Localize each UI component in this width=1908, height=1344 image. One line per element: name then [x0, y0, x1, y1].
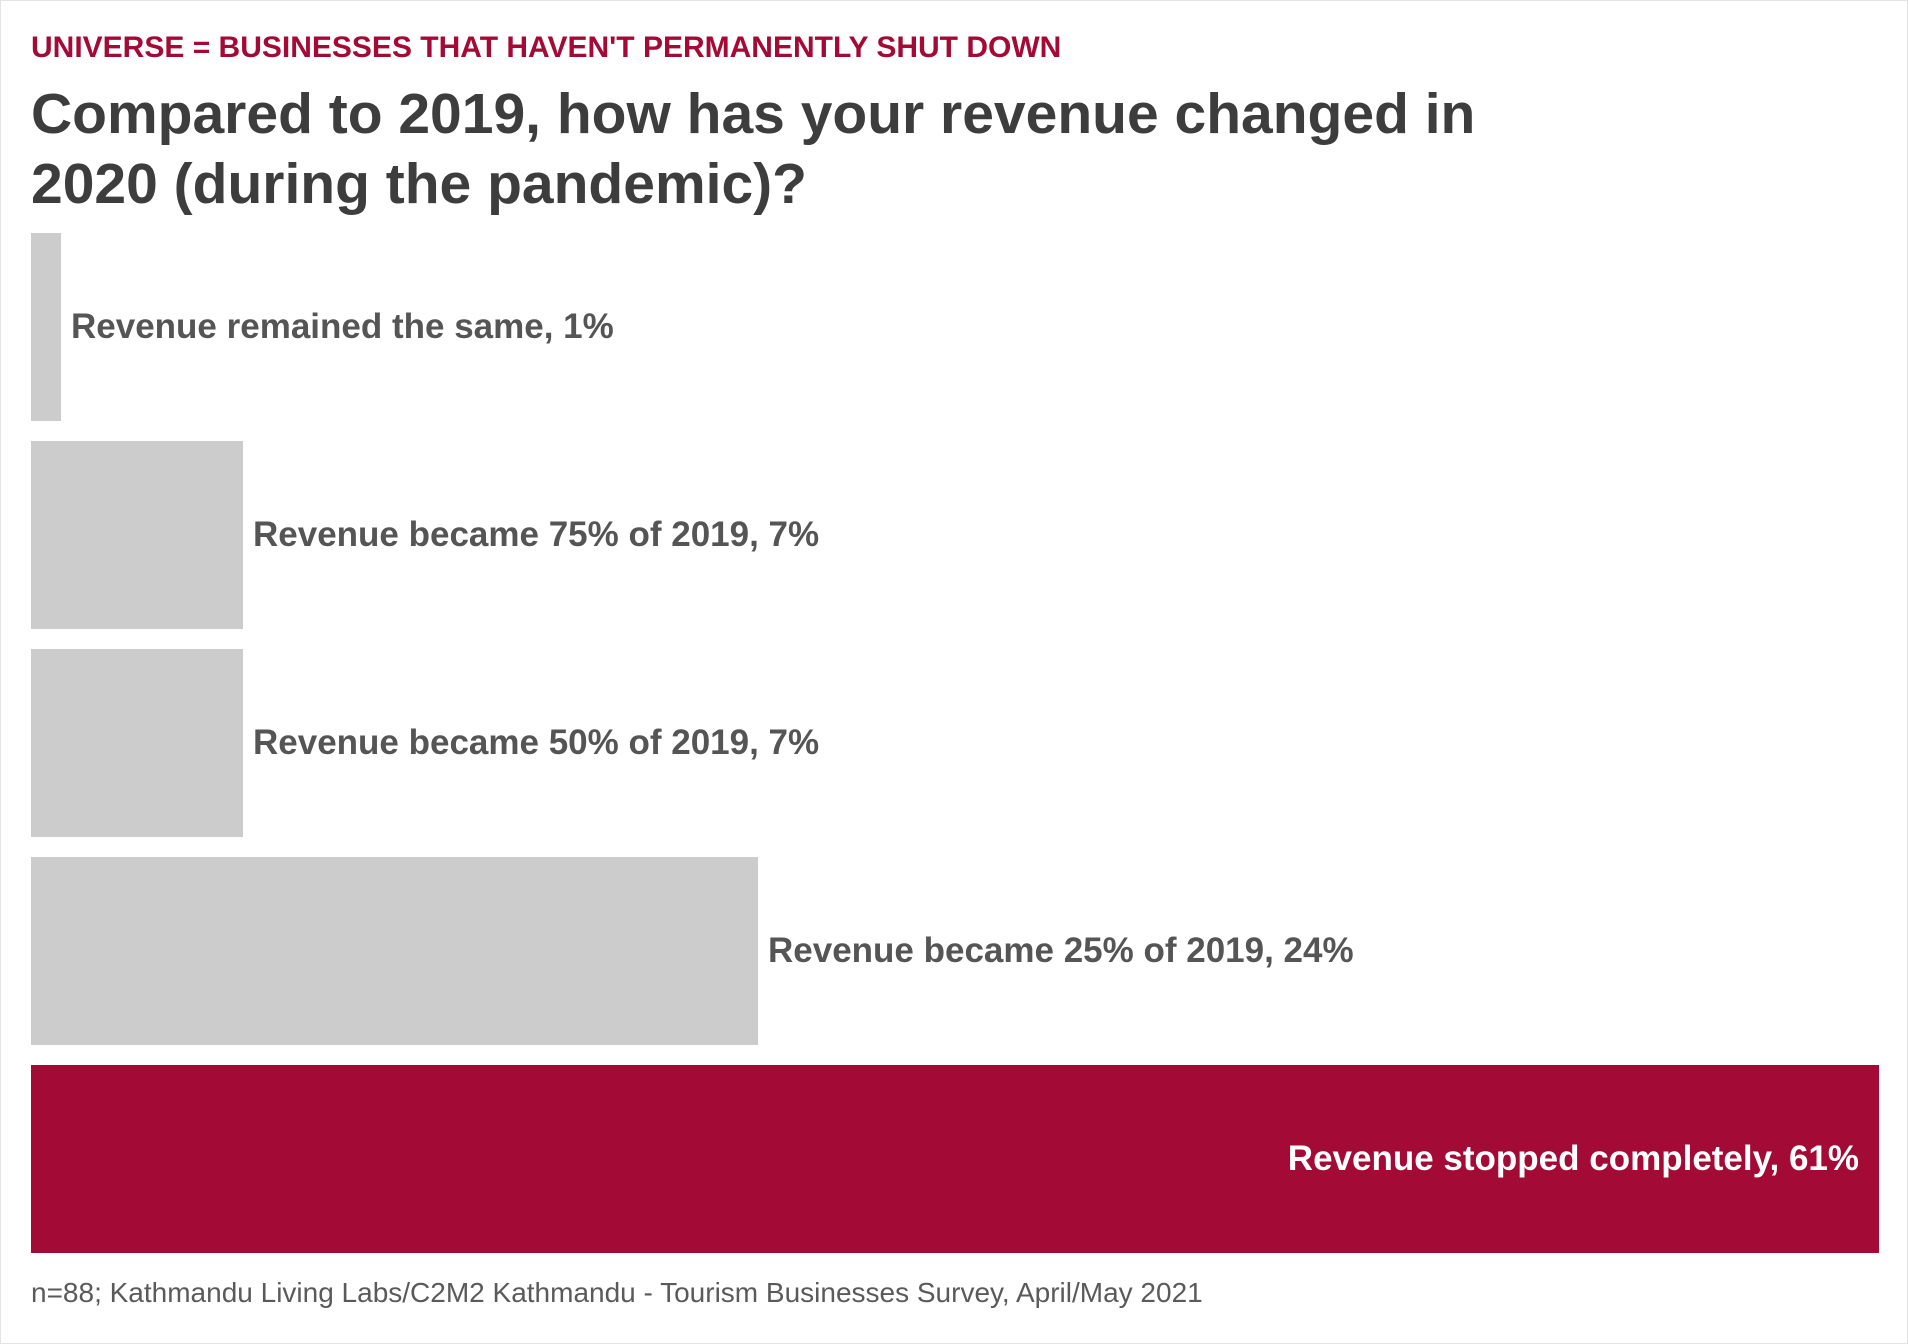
bar-label-5: Revenue stopped completely, 61% — [1287, 1139, 1859, 1178]
bar-1 — [31, 233, 61, 421]
bar-label-1: Revenue remained the same, 1% — [71, 307, 614, 346]
bar-label-3: Revenue became 50% of 2019, 7% — [253, 723, 820, 762]
bar-2 — [31, 441, 243, 629]
bar-label-2: Revenue became 75% of 2019, 7% — [253, 515, 820, 554]
bar-3 — [31, 649, 243, 837]
bar-label-4: Revenue became 25% of 2019, 24% — [768, 931, 1354, 970]
bar-4 — [31, 857, 758, 1045]
chart-source: n=88; Kathmandu Living Labs/C2M2 Kathman… — [31, 1277, 1203, 1308]
chart-title: Compared to 2019, how has your revenue c… — [31, 82, 1476, 216]
bar-chart: Revenue remained the same, 1% Revenue bec… — [31, 233, 1879, 1253]
bar-5 — [31, 1065, 1879, 1253]
chart-kicker: UNIVERSE = BUSINESSES THAT HAVEN'T PERMA… — [31, 31, 1062, 64]
